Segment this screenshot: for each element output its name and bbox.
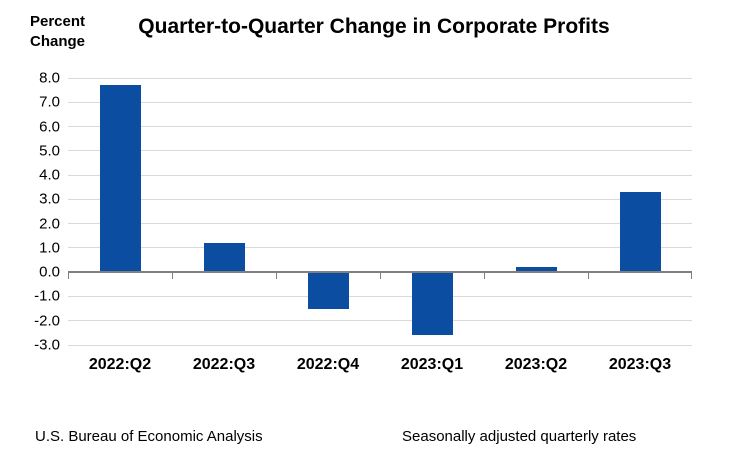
plot-area <box>68 77 692 346</box>
x-axis-tick-mark <box>380 273 381 280</box>
bar-2023-q2 <box>515 267 557 273</box>
x-category-label: 2022:Q4 <box>296 356 360 373</box>
x-category-label: 2022:Q2 <box>88 356 152 373</box>
bar-2022-q3 <box>203 243 245 273</box>
x-axis-tick-mark <box>68 273 69 280</box>
zero-axis-line <box>68 271 692 274</box>
y-axis-labels: 8.0 7.0 6.0 5.0 4.0 3.0 2.0 1.0 0.0 -1.0 -2.0 -3.0 <box>0 70 60 354</box>
y-tick-label: -1.0 <box>34 287 60 305</box>
gridline <box>68 223 692 225</box>
bar-2022-q4 <box>307 272 349 309</box>
chart-title: Quarter-to-Quarter Change in Corporate P… <box>138 15 610 38</box>
y-tick-label: 0.0 <box>39 263 60 281</box>
gridline <box>68 198 692 200</box>
y-axis-unit-label: Percent Change <box>30 13 86 50</box>
gridline <box>68 77 692 79</box>
bar-2023-q1 <box>411 272 453 336</box>
y-tick-label: 6.0 <box>39 118 60 136</box>
y-tick-label: 4.0 <box>39 166 60 184</box>
y-tick-label: 5.0 <box>39 142 60 160</box>
y-tick-label: -2.0 <box>34 312 60 330</box>
bar-2023-q3 <box>619 192 661 273</box>
y-tick-label: 7.0 <box>39 93 60 111</box>
x-category-label: 2023:Q2 <box>504 356 568 373</box>
x-category-label: 2023:Q3 <box>608 356 672 373</box>
footer-source-text: U.S. Bureau of Economic Analysis <box>35 428 263 445</box>
x-category-label: 2022:Q3 <box>192 356 256 373</box>
gridline <box>68 320 692 322</box>
y-tick-label: 8.0 <box>39 69 60 87</box>
x-axis-tick-mark <box>172 273 173 280</box>
x-axis-tick-mark <box>484 273 485 280</box>
x-axis-tick-mark <box>691 273 692 280</box>
y-tick-label: 3.0 <box>39 190 60 208</box>
footer-note-text: Seasonally adjusted quarterly rates <box>402 428 637 445</box>
x-axis-tick-mark <box>276 273 277 280</box>
gridline <box>68 247 692 249</box>
y-tick-label: 2.0 <box>39 215 60 233</box>
y-tick-label: -3.0 <box>34 336 60 354</box>
gridline <box>68 174 692 176</box>
x-axis-tick-mark <box>588 273 589 280</box>
bar-2022-q2 <box>99 85 141 273</box>
gridline <box>68 101 692 103</box>
gridline <box>68 344 692 346</box>
gridline <box>68 126 692 128</box>
x-axis-labels: 2022:Q2 2022:Q3 2022:Q4 2023:Q1 2023:Q2 2023:… <box>68 356 692 378</box>
x-category-label: 2023:Q1 <box>400 356 464 373</box>
gridline <box>68 295 692 297</box>
gridline <box>68 150 692 152</box>
y-tick-label: 1.0 <box>39 239 60 257</box>
